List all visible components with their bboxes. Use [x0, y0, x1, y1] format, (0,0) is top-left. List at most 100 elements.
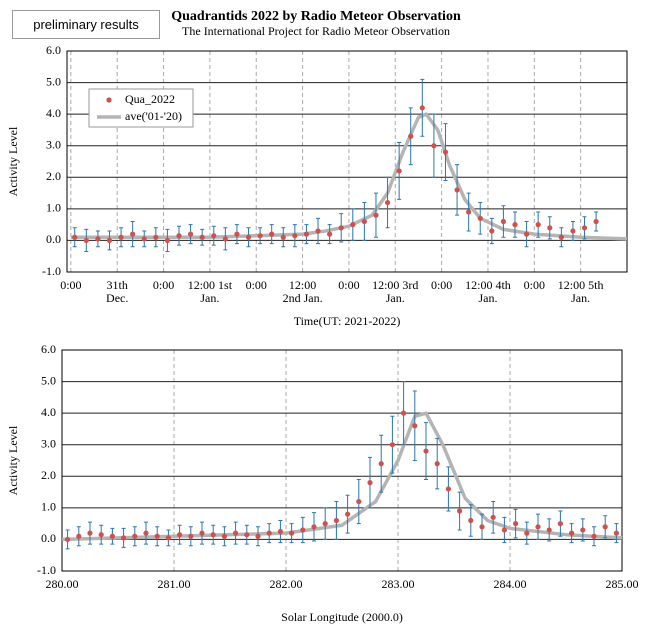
y-tick-label: 3.0 — [46, 137, 61, 151]
subtitle: The International Project for Radio Mete… — [182, 24, 450, 38]
data-point — [479, 524, 485, 530]
data-point — [523, 231, 530, 237]
data-point — [289, 530, 295, 536]
y-tick-label: 4.0 — [41, 405, 56, 419]
data-point — [431, 143, 437, 149]
y-axis-label: Activity Level — [6, 425, 20, 495]
x-tick-label: 0:00 — [338, 278, 360, 292]
data-point — [130, 231, 136, 237]
y-tick-label: 1.0 — [46, 201, 61, 215]
data-point — [613, 530, 620, 536]
data-point — [389, 442, 395, 448]
data-point — [300, 527, 306, 533]
y-tick-label: 2.0 — [41, 468, 56, 482]
x-tick-label: 12:00 4th Jan. — [465, 278, 511, 305]
x-tick-label: 12:00 3rd Jan. — [372, 278, 419, 305]
data-point — [121, 535, 127, 541]
x-tick-label: 0:00 — [430, 278, 453, 292]
data-point — [524, 530, 530, 536]
data-point — [401, 410, 407, 416]
data-point — [257, 233, 263, 239]
data-point — [501, 527, 507, 533]
data-point — [468, 517, 474, 524]
data-point — [244, 532, 250, 538]
data-point — [315, 228, 321, 234]
y-tick-label: 6.0 — [46, 43, 61, 57]
data-point — [292, 233, 298, 239]
data-point — [199, 530, 205, 536]
data-point — [221, 533, 227, 539]
data-point — [602, 524, 608, 530]
y-tick-label: 0.0 — [46, 232, 61, 246]
data-point — [327, 231, 333, 237]
data-point — [490, 514, 496, 520]
x-tick-label: 12:00 2nd Jan. — [282, 278, 323, 305]
y-tick-label: 1.0 — [41, 500, 56, 514]
data-point — [311, 524, 317, 530]
data-point — [558, 234, 564, 240]
data-point — [141, 236, 147, 242]
data-point — [106, 237, 113, 244]
data-point — [72, 234, 78, 240]
data-point — [187, 231, 194, 237]
x-axis-label: Solar Longitude (2000.0) — [281, 610, 403, 624]
data-point — [477, 215, 483, 221]
data-point — [280, 234, 286, 240]
data-point — [176, 233, 182, 239]
data-point — [445, 486, 451, 492]
data-point — [65, 536, 71, 543]
data-point — [535, 222, 541, 228]
data-point — [454, 187, 460, 193]
data-point — [83, 237, 89, 244]
y-tick-label: -1.0 — [42, 264, 61, 278]
legend-label: ave('01-'20) — [125, 109, 182, 123]
data-point — [535, 524, 541, 530]
x-tick-label: 0:00 — [60, 278, 82, 292]
data-point — [378, 461, 384, 467]
x-tick-label: 31th Dec. — [106, 278, 129, 305]
x-tick-label: 282.00 — [269, 577, 303, 591]
data-point — [118, 234, 124, 240]
data-point — [338, 225, 344, 231]
data-point — [153, 234, 159, 240]
data-point — [277, 528, 283, 535]
data-point — [234, 231, 240, 237]
data-point — [384, 199, 391, 206]
data-point — [333, 517, 339, 524]
data-point — [345, 511, 351, 517]
data-point — [177, 532, 183, 538]
data-point — [154, 533, 160, 539]
average-line — [61, 411, 623, 542]
data-point — [396, 168, 402, 174]
data-point — [109, 533, 115, 539]
badge: preliminary results — [12, 10, 160, 39]
legend-box — [88, 88, 194, 128]
x-tick-label: 0:00 — [152, 278, 175, 292]
data-point — [98, 532, 104, 538]
data-point — [266, 530, 272, 536]
data-point — [570, 228, 576, 234]
data-point — [557, 521, 564, 527]
data-point — [408, 133, 414, 139]
data-point — [591, 533, 597, 539]
plot-border — [66, 50, 628, 273]
data-point — [442, 149, 449, 155]
title: Quadrantids 2022 by Radio Meteor Observa… — [171, 9, 461, 24]
x-tick-label: 284.00 — [493, 577, 527, 591]
x-axis-label: Time(UT: 2021-2022) — [294, 314, 401, 328]
data-point — [322, 521, 328, 527]
data-point — [546, 527, 552, 533]
data-point — [356, 498, 362, 505]
y-tick-label: 3.0 — [41, 436, 56, 450]
data-point — [373, 212, 379, 218]
x-tick-label: 12:00 1st Jan. — [187, 278, 233, 305]
plot-border — [61, 349, 623, 572]
x-tick-label: 0:00 — [523, 278, 545, 292]
x-tick-label: 12:00 5th Jan. — [557, 278, 604, 305]
y-tick-label: 0.0 — [41, 531, 56, 545]
data-point — [489, 228, 495, 234]
data-point — [132, 533, 138, 539]
data-point — [547, 225, 553, 231]
x-tick-label: 0:00 — [245, 278, 267, 292]
y-tick-label: 5.0 — [41, 373, 56, 387]
